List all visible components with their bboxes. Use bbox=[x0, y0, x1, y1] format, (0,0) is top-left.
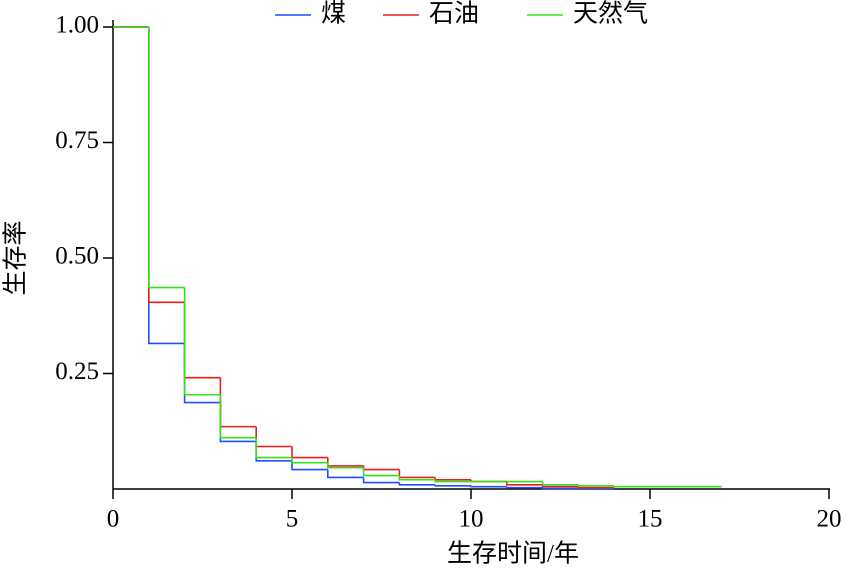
survival-step bbox=[506, 486, 543, 489]
survival-step bbox=[398, 469, 436, 479]
survival-step bbox=[434, 477, 471, 481]
survival-step bbox=[183, 343, 221, 404]
survival-step bbox=[291, 460, 328, 471]
survival-step bbox=[327, 462, 364, 469]
survival-step bbox=[362, 477, 400, 484]
x-tick-label: 5 bbox=[286, 506, 299, 533]
survival-step bbox=[541, 487, 579, 490]
survival-step bbox=[398, 475, 436, 481]
y-tick-label: 0.25 bbox=[55, 358, 99, 385]
survival-step bbox=[219, 394, 257, 439]
survival-step bbox=[541, 481, 579, 486]
x-tick-label: 15 bbox=[638, 506, 663, 533]
survival-step bbox=[219, 377, 257, 428]
x-tick-label: 20 bbox=[817, 506, 842, 533]
x-axis-label: 生存时间/年 bbox=[447, 540, 579, 568]
y-tick-label: 0.50 bbox=[55, 243, 99, 270]
survival-step bbox=[362, 467, 400, 477]
legend-label: 煤 bbox=[321, 0, 346, 28]
survival-step bbox=[398, 482, 436, 486]
y-tick-label: 1.00 bbox=[55, 12, 99, 39]
survival-step bbox=[577, 484, 615, 487]
survival-step bbox=[577, 486, 615, 489]
y-tick-label: 0.75 bbox=[55, 127, 99, 154]
survival-step bbox=[183, 287, 221, 396]
survival-step bbox=[362, 465, 400, 471]
legend-label: 石油 bbox=[429, 0, 479, 28]
survival-step bbox=[327, 469, 364, 479]
legend-label: 天然气 bbox=[573, 0, 648, 28]
x-tick-label: 0 bbox=[107, 506, 120, 533]
y-axis-label: 生存率 bbox=[2, 220, 30, 295]
survival-step bbox=[255, 426, 292, 448]
survival-step bbox=[219, 402, 257, 443]
survival-step bbox=[148, 27, 185, 345]
x-tick-label: 10 bbox=[459, 506, 484, 533]
survival-step bbox=[255, 437, 292, 459]
survival-step bbox=[148, 27, 185, 304]
survival-step bbox=[183, 302, 221, 379]
survival-step bbox=[613, 485, 650, 488]
survival-step bbox=[470, 485, 507, 488]
survival-step bbox=[434, 479, 471, 483]
survival-step bbox=[327, 457, 364, 467]
survival-step bbox=[291, 446, 328, 459]
survival-step bbox=[291, 457, 328, 464]
survival-step bbox=[434, 484, 471, 487]
survival-step bbox=[148, 27, 185, 289]
survival-step bbox=[506, 481, 543, 486]
